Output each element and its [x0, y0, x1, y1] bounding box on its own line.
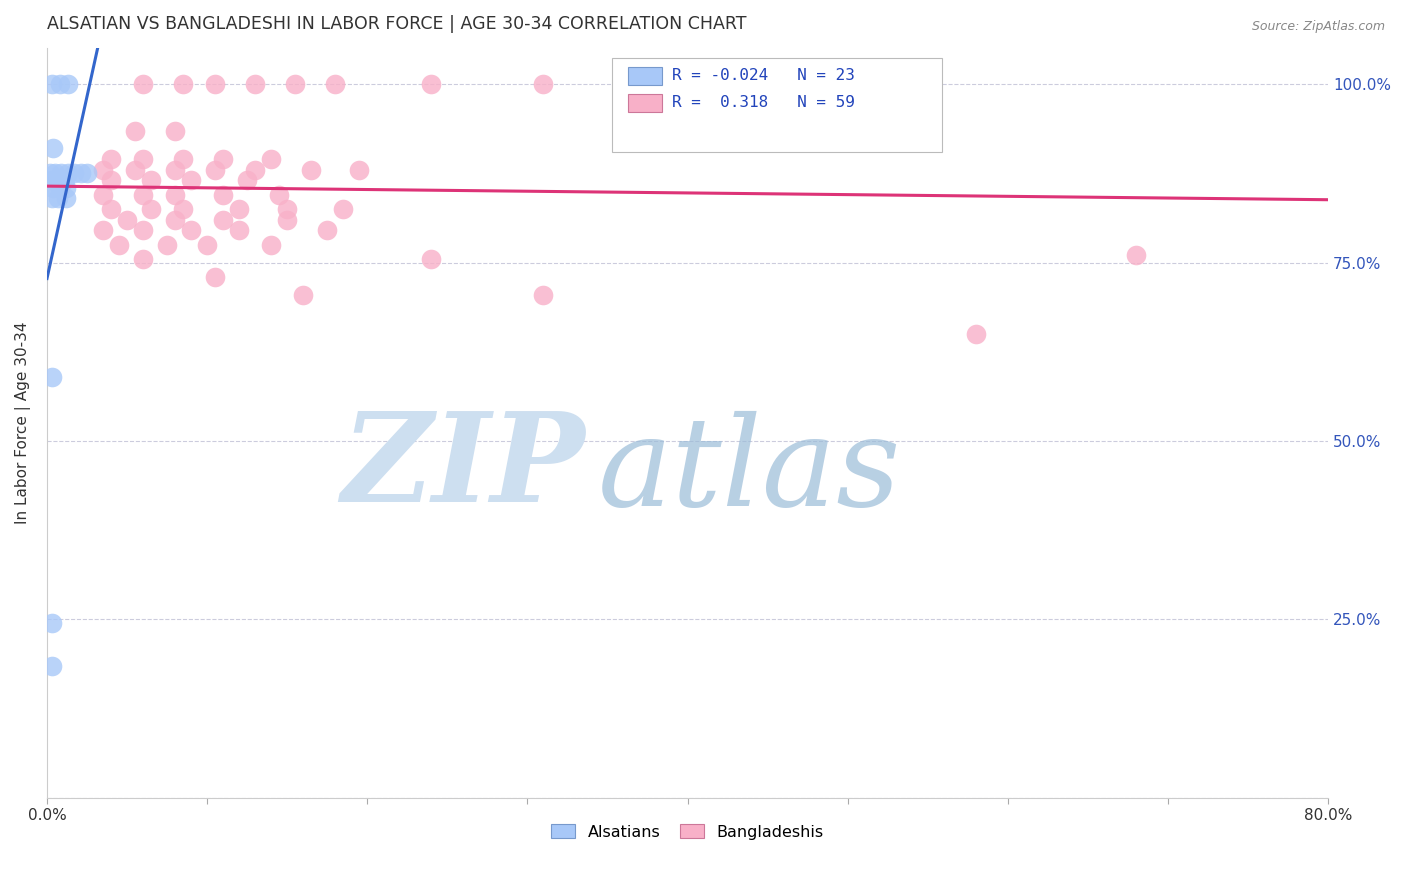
- Point: [1125, 248, 1147, 262]
- Point: [236, 173, 259, 187]
- Point: [44, 166, 66, 180]
- Point: [108, 237, 131, 252]
- Text: R =  0.318   N = 59: R = 0.318 N = 59: [672, 95, 855, 110]
- Point: [132, 77, 155, 91]
- Point: [41, 658, 63, 673]
- Point: [132, 152, 155, 166]
- Point: [132, 252, 155, 266]
- Point: [533, 287, 555, 301]
- Point: [172, 152, 194, 166]
- Point: [56, 166, 79, 180]
- Text: ZIP: ZIP: [342, 408, 585, 529]
- Point: [49, 180, 72, 194]
- Point: [323, 77, 346, 91]
- Point: [284, 77, 307, 91]
- Point: [51, 166, 73, 180]
- Point: [243, 77, 266, 91]
- Point: [56, 77, 79, 91]
- Point: [41, 77, 63, 91]
- Point: [76, 166, 98, 180]
- Point: [204, 77, 226, 91]
- Point: [139, 202, 162, 216]
- Point: [91, 187, 114, 202]
- Point: [42, 141, 65, 155]
- Point: [165, 162, 187, 177]
- Point: [212, 212, 235, 227]
- Point: [100, 152, 122, 166]
- Point: [69, 166, 91, 180]
- Point: [165, 187, 187, 202]
- Point: [100, 173, 122, 187]
- Point: [420, 77, 443, 91]
- Point: [49, 77, 72, 91]
- Point: [124, 123, 146, 137]
- Point: [180, 223, 202, 237]
- Point: [42, 180, 65, 194]
- Point: [46, 191, 69, 205]
- Legend: Alsatians, Bangladeshis: Alsatians, Bangladeshis: [546, 818, 830, 846]
- Point: [39, 166, 62, 180]
- Point: [269, 187, 291, 202]
- Point: [156, 237, 179, 252]
- Point: [55, 180, 77, 194]
- Point: [965, 326, 987, 341]
- Point: [124, 162, 146, 177]
- Text: ALSATIAN VS BANGLADESHI IN LABOR FORCE | AGE 30-34 CORRELATION CHART: ALSATIAN VS BANGLADESHI IN LABOR FORCE |…: [46, 15, 747, 33]
- Point: [165, 212, 187, 227]
- Point: [299, 162, 322, 177]
- Point: [41, 191, 63, 205]
- Point: [132, 223, 155, 237]
- Point: [115, 212, 138, 227]
- Text: atlas: atlas: [598, 411, 901, 533]
- Point: [292, 287, 315, 301]
- Point: [172, 202, 194, 216]
- Point: [195, 237, 218, 252]
- Point: [41, 369, 63, 384]
- Point: [100, 202, 122, 216]
- Point: [55, 191, 77, 205]
- Point: [349, 162, 371, 177]
- Y-axis label: In Labor Force | Age 30-34: In Labor Force | Age 30-34: [15, 322, 31, 524]
- Point: [260, 237, 283, 252]
- Point: [533, 77, 555, 91]
- Point: [63, 166, 86, 180]
- Point: [243, 162, 266, 177]
- Point: [53, 173, 76, 187]
- Point: [228, 223, 250, 237]
- Point: [332, 202, 354, 216]
- Text: R = -0.024   N = 23: R = -0.024 N = 23: [672, 69, 855, 83]
- Point: [46, 173, 69, 187]
- Point: [228, 202, 250, 216]
- Point: [41, 615, 63, 630]
- Point: [276, 202, 298, 216]
- Point: [91, 223, 114, 237]
- Point: [212, 187, 235, 202]
- Point: [212, 152, 235, 166]
- Point: [172, 77, 194, 91]
- Point: [132, 187, 155, 202]
- Point: [204, 162, 226, 177]
- Point: [260, 152, 283, 166]
- Point: [1381, 77, 1403, 91]
- Point: [180, 173, 202, 187]
- Point: [204, 269, 226, 284]
- Text: Source: ZipAtlas.com: Source: ZipAtlas.com: [1251, 20, 1385, 33]
- Point: [165, 123, 187, 137]
- Point: [91, 162, 114, 177]
- Point: [139, 173, 162, 187]
- Point: [41, 173, 63, 187]
- Point: [316, 223, 339, 237]
- Point: [276, 212, 298, 227]
- Point: [420, 252, 443, 266]
